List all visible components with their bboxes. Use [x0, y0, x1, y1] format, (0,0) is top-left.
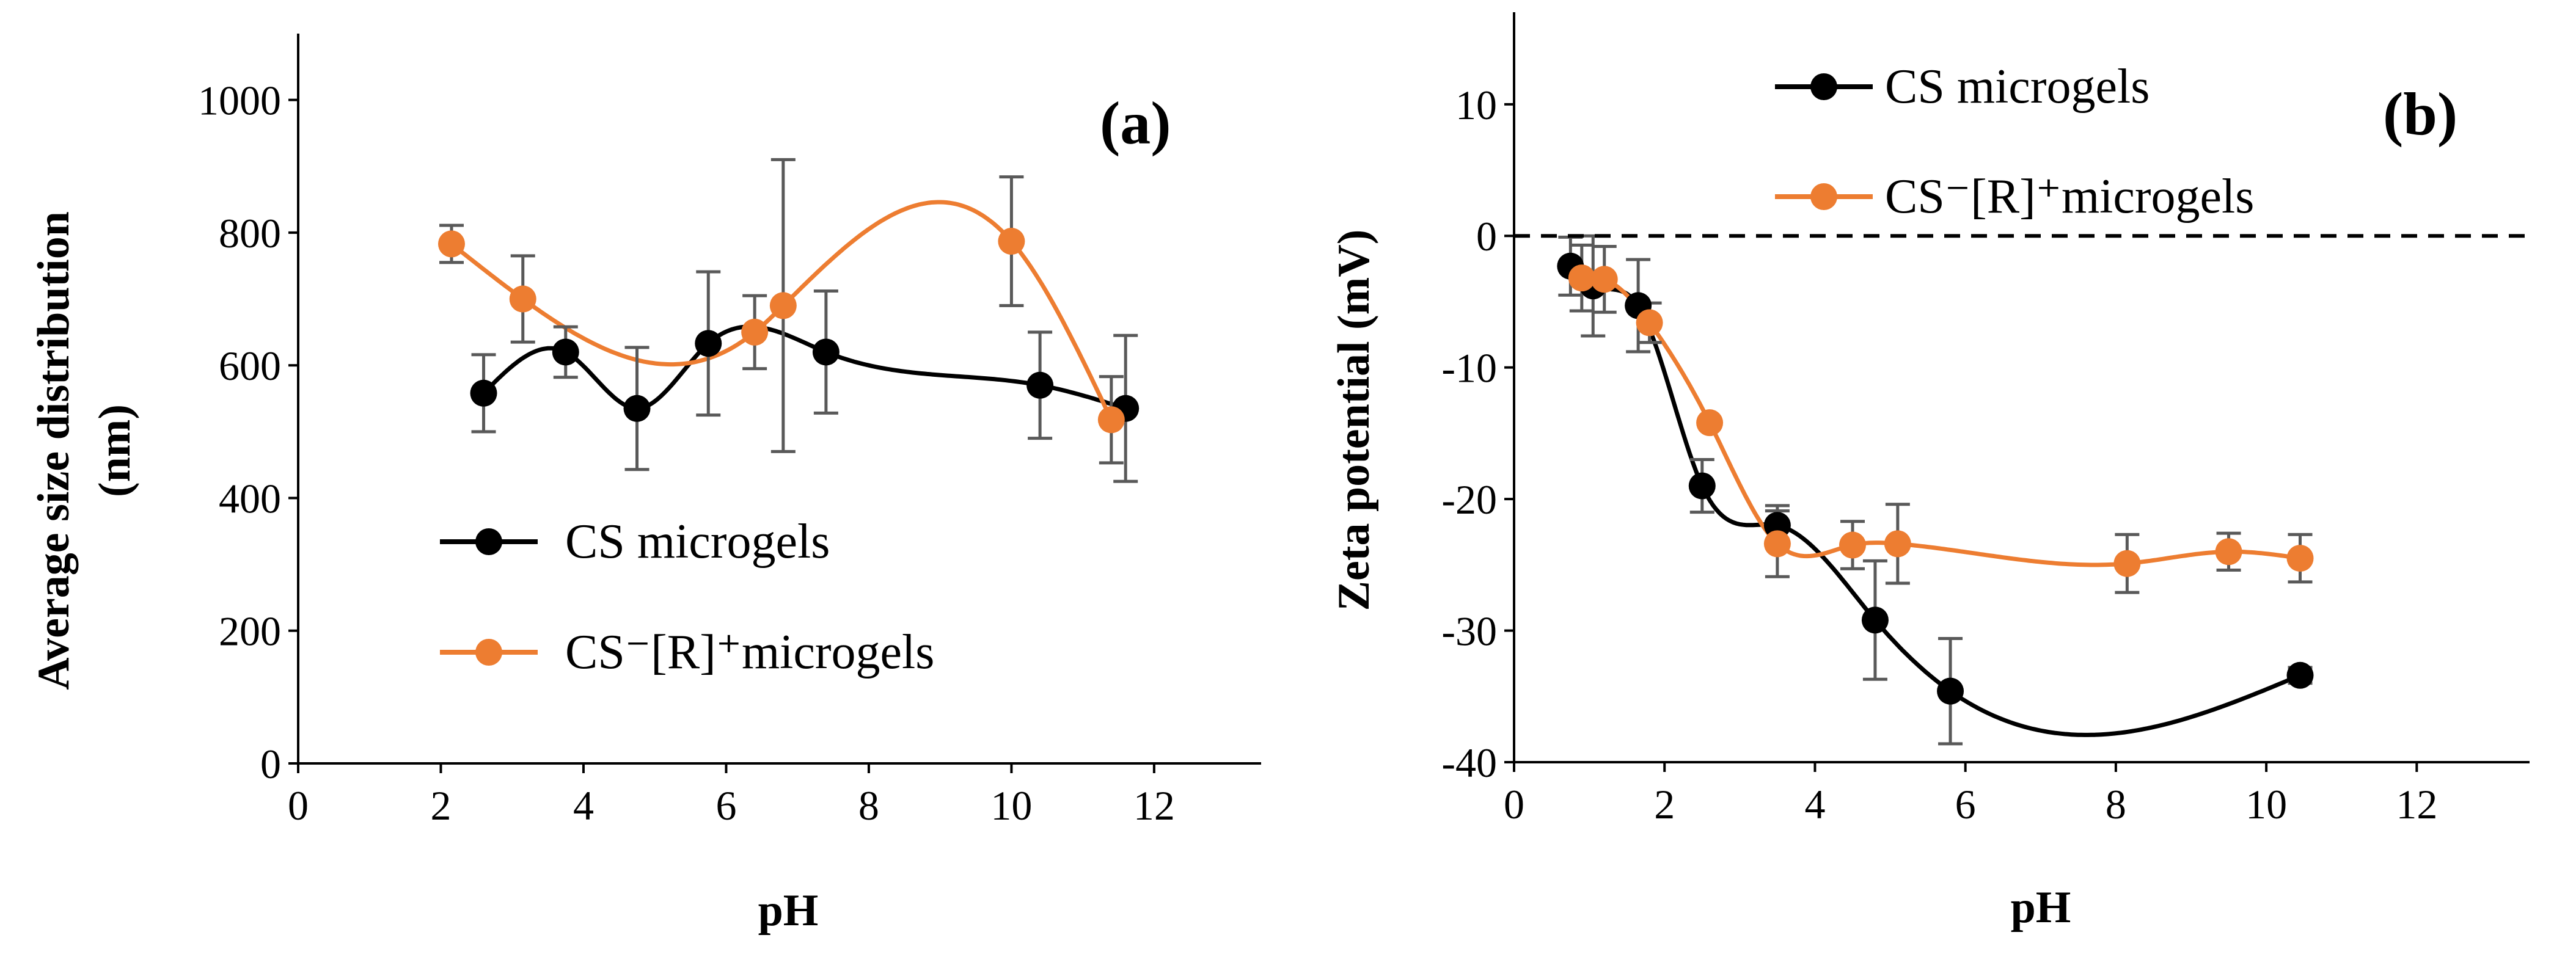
panel-b-data-point-1	[1636, 309, 1663, 337]
legend-b-cs-marker	[1810, 73, 1837, 100]
panel-b-data-point-0	[1937, 677, 1964, 705]
panel-a-data-point-0	[812, 338, 840, 366]
legend-a-cs-microgels: CS microgels	[440, 515, 830, 569]
panel-a-x-tick-label: 6	[715, 782, 736, 829]
panel-a-data-point-0	[623, 395, 651, 422]
panel-b-x-tick-label: 0	[1504, 781, 1524, 828]
panel-b-x-tick-label: 10	[2245, 781, 2287, 828]
panel-b-series-line-0	[1568, 264, 2301, 737]
panel-b-x-tick-label: 6	[1955, 781, 1976, 828]
panel-a-y-tick-label: 400	[219, 475, 281, 522]
panel-b-y-tick-label: -30	[1441, 608, 1497, 655]
panel-b-y-tick-label: -20	[1441, 476, 1497, 523]
panel-a-data-point-1	[741, 318, 769, 346]
panel-a-legend: CS microgels CS⁻[R]⁺microgels	[440, 515, 934, 679]
legend-b-csr-marker	[1810, 183, 1837, 210]
panel-a-error-bars	[439, 158, 1138, 483]
panel-a-data-point-1	[437, 230, 465, 258]
panel-b-data-point-1	[2286, 545, 2314, 572]
panel-a-data-point-0	[1026, 371, 1054, 399]
panel-b-y-tick-label: 0	[1476, 213, 1497, 260]
legend-b-cs-label: CS microgels	[1885, 60, 2150, 114]
panel-a-data-point-1	[1097, 406, 1125, 434]
panel-b-x-axis-title: pH	[2011, 882, 2071, 933]
legend-a-cs-label: CS microgels	[565, 515, 830, 569]
panel-a-data-point-1	[998, 228, 1025, 255]
panel-a-data-point-0	[695, 330, 722, 357]
panel-a-data-point-1	[509, 285, 536, 313]
panel-a-y-tick-label: 600	[219, 343, 281, 389]
panel-a-data-point-0	[552, 338, 579, 366]
panel-b-data-point-1	[1763, 530, 1791, 558]
panel-a-y-tick-label: 800	[219, 210, 281, 257]
panel-a-x-tick-label: 2	[430, 782, 451, 829]
panel-b-data-point-0	[2286, 661, 2314, 689]
panel-a-markers	[437, 228, 1140, 434]
legend-b-csr-microgels: CS⁻[R]⁺microgels	[1775, 170, 2254, 224]
legend-a-cs-marker	[475, 528, 502, 555]
panel-a-x-tick-label: 4	[573, 782, 594, 829]
legend-a-csr-label: CS⁻[R]⁺microgels	[565, 625, 934, 679]
legend-a-csr-microgels: CS⁻[R]⁺microgels	[440, 625, 934, 679]
panel-b-error-bars	[1558, 234, 2313, 746]
panel-b-lines	[1568, 264, 2301, 737]
legend-a-csr-marker	[475, 639, 502, 666]
panel-b-legend: CS microgels CS⁻[R]⁺microgels	[1775, 60, 2254, 224]
panel-a-x-tick-label: 0	[288, 782, 309, 829]
panel-b-data-point-1	[1696, 409, 1724, 437]
panel-a-series-layer	[437, 158, 1140, 483]
panel-a-y-axis-title-line2: (nm)	[90, 404, 140, 497]
panel-a-x-axis-title: pH	[758, 886, 819, 936]
panel-b-x-tick-label: 8	[2106, 781, 2126, 828]
panel-b-data-point-1	[2113, 550, 2141, 577]
panel-a-y-tick-label: 0	[260, 741, 281, 787]
panel-b-data-point-1	[2215, 538, 2242, 566]
panel-b-data-point-0	[1861, 606, 1889, 634]
panel-b-series-line-1	[1581, 275, 2301, 567]
panel-b-data-point-1	[1884, 530, 1911, 558]
panel-b-y-tick-label: -40	[1441, 740, 1497, 786]
panel-b-data-point-0	[1763, 512, 1791, 539]
panel-a-x-tick-label: 10	[990, 782, 1032, 829]
legend-b-cs-microgels: CS microgels	[1775, 60, 2150, 114]
panel-a-series-line-0	[482, 324, 1127, 411]
panel-a-y-tick-label: 200	[219, 608, 281, 655]
panel-a-label: (a)	[1100, 89, 1171, 157]
panel-b-x-tick-label: 12	[2396, 781, 2437, 828]
panel-b-data-point-1	[1590, 266, 1618, 293]
panel-b-data-point-1	[1568, 264, 1595, 292]
panel-b-series-layer	[1557, 234, 2314, 746]
panel-b-y-tick-label: 10	[1455, 82, 1497, 128]
panel-b-data-point-1	[1839, 531, 1866, 559]
panel-a-y-tick-label: 1000	[198, 78, 281, 124]
panel-a-x-tick-label: 8	[858, 782, 879, 829]
panel-b-x-tick-label: 2	[1654, 781, 1675, 828]
panel-a-y-axis-title-line1: Average size distribution	[29, 211, 79, 690]
panel-b-x-tick-label: 4	[1804, 781, 1825, 828]
chart-panel-a: 0 2 4 6 8 10 12 0 200 400 600 800 1000 (a) pH Averag…	[29, 34, 1261, 936]
panel-b-markers	[1557, 252, 2314, 705]
panel-b-data-point-0	[1688, 472, 1716, 500]
panel-a-axes-layer: 0 2 4 6 8 10 12 0 200 400 600 800 1000	[198, 34, 1261, 829]
panel-b-label: (b)	[2383, 80, 2457, 148]
chart-panel-b: 0 2 4 6 8 10 12 -40 -30 -20 -10 0 10 (b) pH Zeta pot…	[1329, 12, 2530, 933]
panel-a-data-point-1	[769, 292, 797, 319]
panel-a-x-tick-label: 12	[1133, 782, 1175, 829]
panel-b-y-axis-title: Zeta potential (mV)	[1329, 230, 1379, 611]
panel-b-y-tick-label: -10	[1441, 345, 1497, 391]
panel-a-data-point-0	[470, 379, 497, 407]
panel-b-axes-layer: 0 2 4 6 8 10 12 -40 -30 -20 -10 0 10	[1441, 12, 2530, 828]
legend-b-csr-label: CS⁻[R]⁺microgels	[1885, 170, 2254, 224]
